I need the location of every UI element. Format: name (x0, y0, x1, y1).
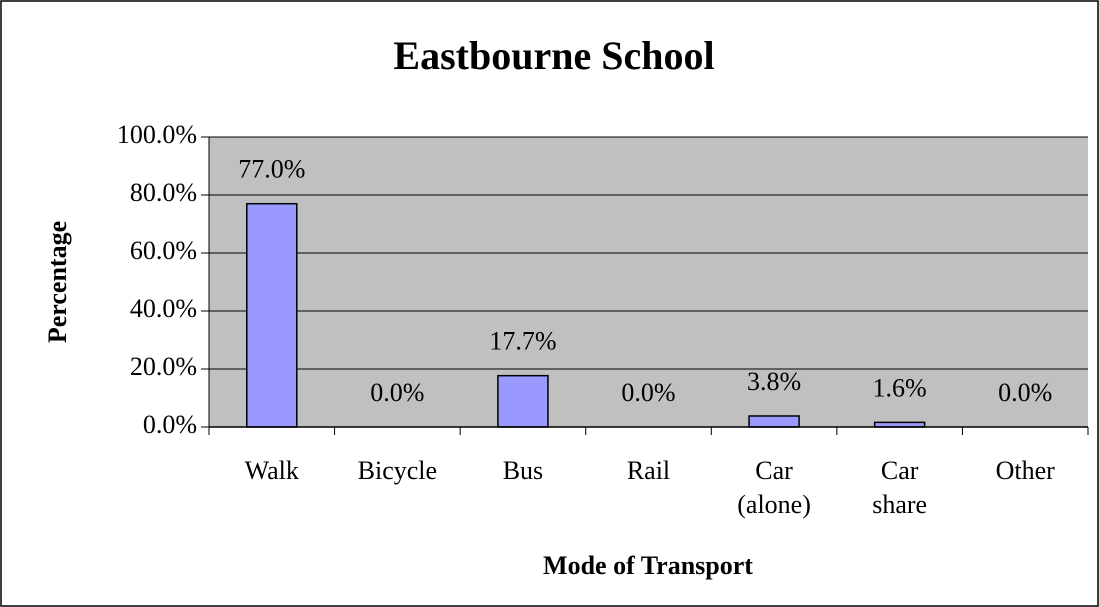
x-tick-label: Rail (627, 456, 670, 485)
bar (246, 202, 298, 428)
data-label: 17.7% (489, 327, 556, 356)
bar (497, 374, 549, 428)
x-tick-label: Other (996, 456, 1056, 485)
x-axis-label: Mode of Transport (543, 551, 753, 580)
y-tick-label: 100.0% (117, 120, 197, 149)
data-label: 0.0% (998, 378, 1052, 407)
x-tick-label: Bicycle (358, 456, 437, 485)
data-label: 3.8% (747, 367, 801, 396)
data-label: 0.0% (370, 378, 424, 407)
y-tick-label: 60.0% (130, 236, 197, 265)
bar (748, 415, 800, 428)
y-tick-label: 0.0% (143, 410, 197, 439)
y-tick-label: 20.0% (130, 352, 197, 381)
data-label: 1.6% (873, 373, 927, 402)
x-tick-label: Bus (503, 456, 543, 485)
data-label: 77.0% (238, 155, 305, 184)
y-axis-label: Percentage (43, 221, 72, 343)
y-tick-label: 80.0% (130, 178, 197, 207)
y-tick-label: 40.0% (130, 294, 197, 323)
data-label: 0.0% (621, 378, 675, 407)
chart-title: Eastbourne School (393, 33, 714, 78)
x-tick-label: Car (alone) (737, 456, 811, 519)
x-tick-label: Walk (245, 456, 299, 485)
x-tick-label: Car share (872, 456, 927, 519)
plot-area (209, 137, 1088, 427)
